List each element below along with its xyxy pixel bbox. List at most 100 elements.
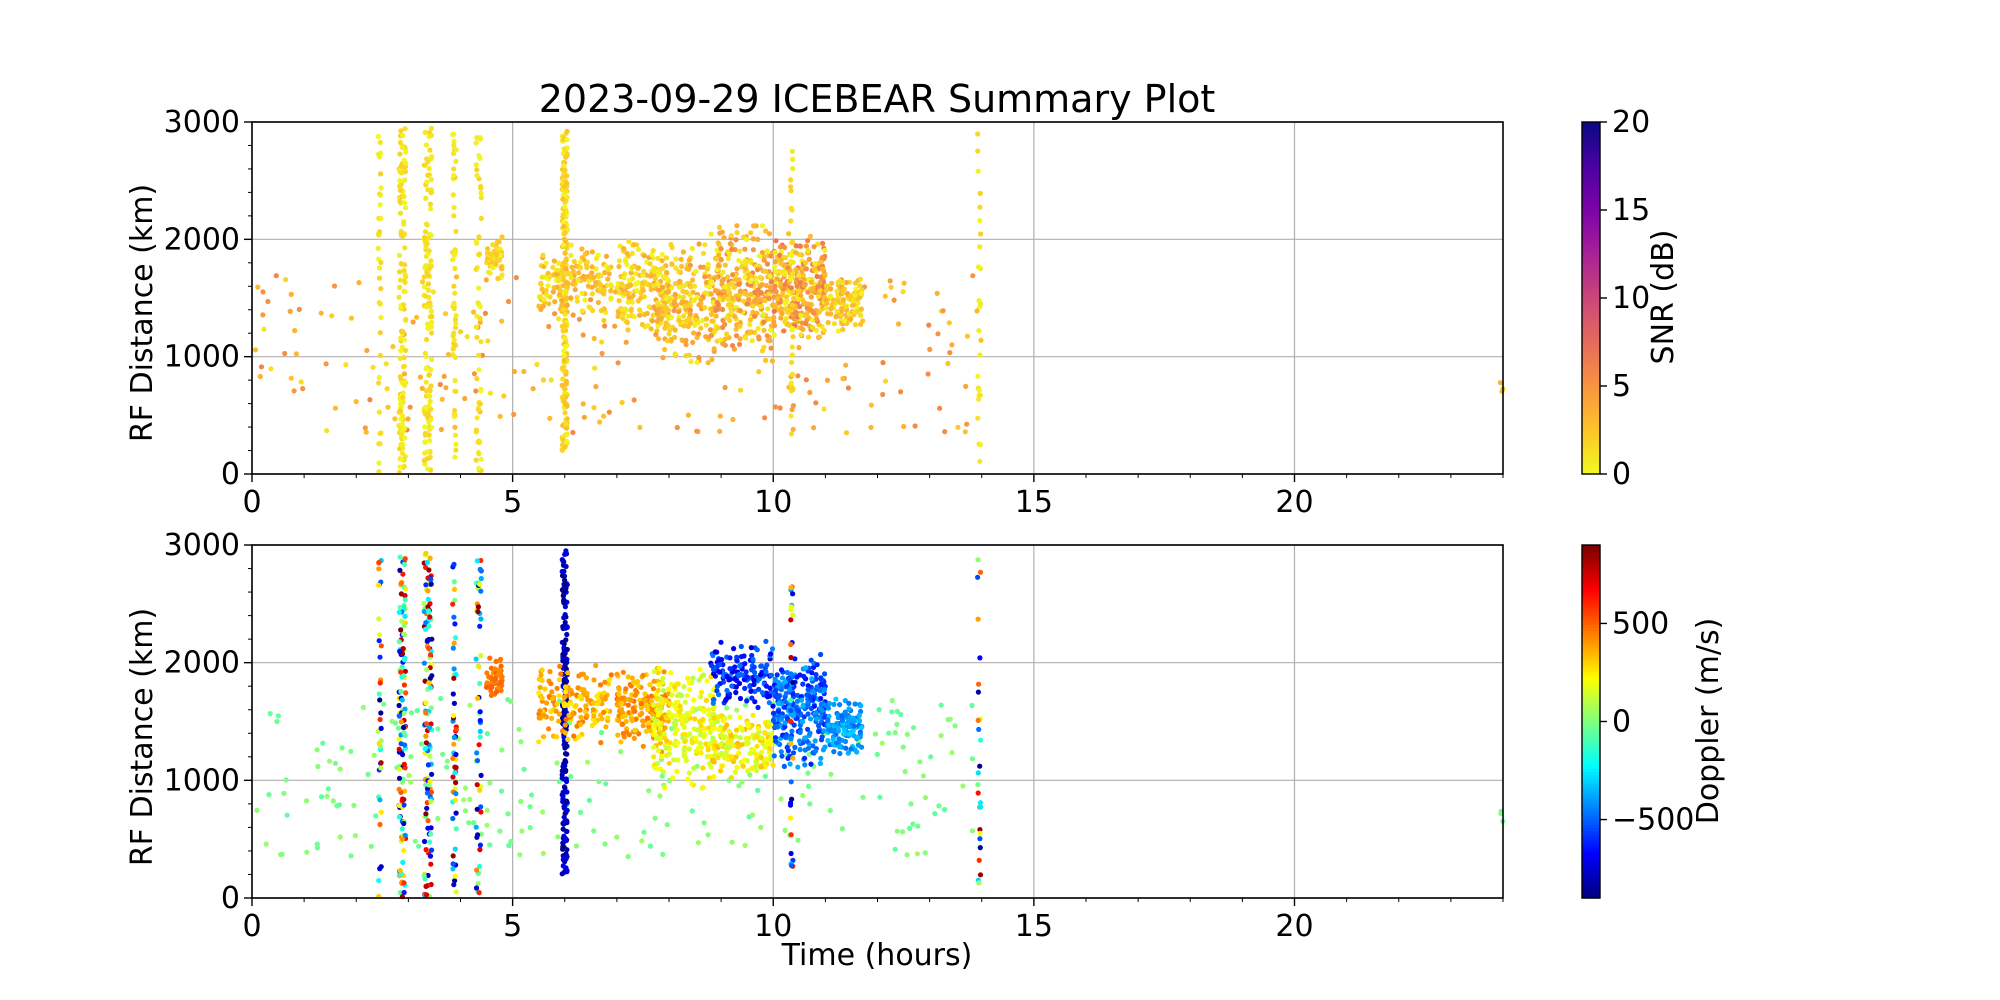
data-point bbox=[498, 687, 504, 694]
data-point bbox=[403, 316, 409, 322]
data-point bbox=[398, 328, 405, 334]
data-point bbox=[720, 735, 726, 741]
data-point bbox=[847, 316, 854, 322]
data-point bbox=[812, 261, 818, 267]
data-point bbox=[562, 680, 568, 686]
data-point bbox=[473, 656, 479, 662]
data-point bbox=[673, 712, 680, 718]
data-point bbox=[576, 734, 582, 740]
colorbar-band bbox=[1582, 700, 1600, 705]
colorbar-band bbox=[1582, 171, 1600, 176]
data-point bbox=[537, 708, 543, 714]
data-point bbox=[633, 687, 639, 694]
colorbar-band bbox=[1582, 453, 1600, 457]
data-point bbox=[718, 257, 724, 263]
data-point bbox=[647, 261, 653, 267]
data-point bbox=[318, 310, 324, 316]
data-point bbox=[452, 325, 459, 331]
data-point bbox=[936, 803, 942, 809]
data-point bbox=[655, 302, 661, 308]
data-point bbox=[731, 646, 737, 652]
data-point bbox=[766, 749, 772, 756]
data-point bbox=[562, 250, 568, 256]
colorbar-band bbox=[1582, 618, 1600, 623]
data-point bbox=[778, 667, 785, 673]
colorbar-band bbox=[1582, 889, 1600, 893]
colorbar-band bbox=[1582, 562, 1600, 567]
data-point bbox=[790, 755, 796, 761]
data-point bbox=[710, 652, 716, 659]
data-point bbox=[399, 413, 406, 419]
data-point bbox=[401, 761, 407, 767]
data-point bbox=[666, 686, 672, 692]
data-point bbox=[655, 287, 662, 293]
data-point bbox=[423, 365, 429, 371]
data-point bbox=[808, 307, 814, 313]
data-point bbox=[490, 242, 496, 248]
colorbar-band bbox=[1582, 624, 1600, 628]
data-point bbox=[975, 557, 981, 563]
data-point bbox=[452, 432, 459, 438]
colorbar-band bbox=[1582, 168, 1600, 173]
colorbar-band bbox=[1582, 656, 1600, 661]
data-point bbox=[616, 717, 622, 724]
data-point bbox=[705, 360, 711, 366]
data-point bbox=[579, 246, 585, 252]
data-point bbox=[476, 367, 482, 373]
colorbar-band bbox=[1582, 759, 1600, 764]
data-point bbox=[546, 301, 552, 307]
data-point bbox=[876, 707, 882, 713]
data-point bbox=[717, 661, 723, 668]
data-point bbox=[710, 667, 717, 673]
data-point bbox=[378, 760, 384, 766]
data-point bbox=[777, 405, 783, 411]
data-point bbox=[564, 425, 570, 431]
data-point bbox=[283, 777, 289, 783]
data-point bbox=[795, 764, 801, 770]
snr-y-axis-label: RF Distance (km) bbox=[125, 184, 160, 442]
data-point bbox=[810, 317, 816, 323]
data-point bbox=[659, 773, 665, 779]
data-point bbox=[975, 168, 981, 174]
data-point bbox=[412, 838, 418, 844]
data-point bbox=[377, 330, 383, 336]
data-point bbox=[475, 695, 481, 701]
colorbar-tick-label: −500 bbox=[1612, 803, 1694, 838]
colorbar-band bbox=[1582, 830, 1600, 834]
data-point bbox=[571, 258, 577, 265]
data-point bbox=[471, 371, 477, 377]
data-point bbox=[451, 283, 457, 289]
data-point bbox=[761, 257, 767, 263]
data-point bbox=[661, 669, 667, 675]
colorbar-band bbox=[1582, 239, 1600, 243]
data-point bbox=[663, 745, 669, 751]
data-point bbox=[451, 150, 457, 157]
data-point bbox=[511, 368, 517, 375]
data-point bbox=[858, 724, 865, 731]
data-point bbox=[451, 330, 457, 336]
data-point bbox=[324, 428, 330, 434]
data-point bbox=[541, 296, 547, 302]
data-point bbox=[788, 604, 794, 610]
data-point bbox=[753, 734, 759, 740]
data-point bbox=[816, 728, 822, 735]
colorbar-band bbox=[1582, 686, 1600, 690]
data-point bbox=[450, 691, 456, 697]
data-point bbox=[698, 723, 704, 729]
data-point bbox=[396, 786, 402, 792]
data-point bbox=[628, 307, 634, 314]
data-point bbox=[803, 735, 809, 741]
data-point bbox=[755, 287, 761, 293]
data-point bbox=[683, 289, 690, 295]
data-point bbox=[901, 423, 907, 430]
data-point bbox=[896, 321, 902, 327]
data-point bbox=[477, 623, 483, 629]
data-point bbox=[408, 710, 414, 716]
data-point bbox=[745, 722, 751, 729]
data-point bbox=[807, 730, 813, 736]
data-point bbox=[713, 256, 719, 262]
data-point bbox=[793, 279, 799, 286]
data-point bbox=[427, 675, 433, 681]
data-point bbox=[729, 246, 735, 252]
data-point bbox=[562, 619, 568, 626]
